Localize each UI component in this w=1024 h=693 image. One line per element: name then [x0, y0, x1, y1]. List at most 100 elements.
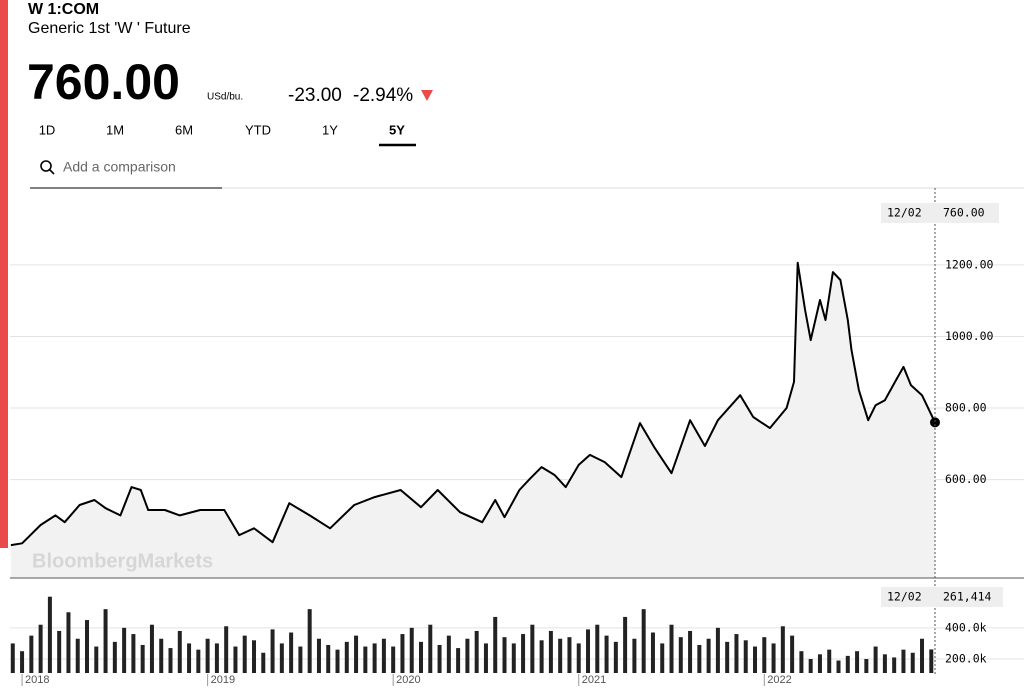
volume-bar [827, 649, 832, 673]
volume-bar [706, 638, 711, 673]
unit: USd/bu. [207, 92, 243, 103]
volume-bar [372, 643, 377, 673]
volume-bar [613, 641, 618, 673]
volume-bar [567, 637, 572, 673]
volume-bar [261, 652, 266, 673]
volume-bar [808, 658, 813, 673]
volume-bar [910, 652, 915, 673]
volume-bar [734, 634, 739, 673]
y-tick-label: 600.00 [945, 472, 987, 486]
volume-bar [864, 658, 869, 673]
search-icon-handle [49, 169, 55, 175]
volume-bar [771, 643, 776, 673]
instrument-name: Generic 1st 'W ' Future [28, 20, 191, 37]
volume-bar [279, 643, 284, 673]
volume-bar [381, 638, 386, 673]
volume-bar [289, 632, 294, 673]
y-tick-label: 200.0k [945, 651, 987, 665]
area [10, 262, 935, 578]
volume-bar [521, 634, 526, 673]
x-tick-label: 2018 [25, 674, 49, 686]
tab[interactable]: 6M [175, 122, 193, 137]
volume-bar [799, 651, 804, 673]
volume-bar [456, 648, 461, 673]
volume-bar [344, 641, 349, 673]
volume-bar [558, 638, 563, 673]
volume-bar [632, 638, 637, 673]
search[interactable]: Add a comparison [30, 159, 222, 189]
volume-bar [474, 630, 479, 673]
volume-bar [790, 635, 795, 673]
volume-bar [233, 646, 238, 673]
tab[interactable]: 1Y [322, 122, 338, 137]
volume-bar [780, 626, 785, 673]
crosshair-date: 12/02 [887, 206, 922, 220]
volume-bar [196, 649, 201, 673]
x-tick-label: 2020 [396, 674, 420, 686]
down-arrow [421, 90, 433, 101]
volume-bar [177, 630, 182, 673]
volume-bar [855, 651, 860, 673]
volume-bar [103, 609, 108, 673]
volume-bar [762, 637, 767, 673]
tab[interactable]: 1M [106, 122, 124, 137]
volume-bar [845, 655, 850, 673]
search-icon [40, 160, 52, 172]
volume-bar [122, 627, 127, 673]
volume-bar [140, 644, 145, 673]
volume-bar [641, 609, 646, 673]
volume-bar [10, 643, 15, 673]
volume-bar [94, 646, 99, 673]
x-tick-label: 2019 [211, 674, 235, 686]
crosshair-date: 12/02 [887, 590, 922, 604]
volume-bar [205, 638, 210, 673]
volume-bar [539, 640, 544, 673]
volume-bar [595, 624, 600, 673]
volume-bar [47, 596, 52, 673]
volume-bar [446, 635, 451, 673]
volume-bar [85, 620, 90, 673]
ticker: W 1:COM [28, 1, 99, 18]
volume-bar [920, 638, 925, 673]
volume-bar [112, 641, 117, 673]
volume-bar [298, 646, 303, 673]
volume-bar [159, 638, 164, 673]
x-tick-label: 2022 [767, 674, 791, 686]
volume-bar [20, 651, 25, 673]
volume-bar [187, 643, 192, 673]
volume-bar [836, 660, 841, 673]
y-tick-label: 800.00 [945, 401, 987, 415]
tabs: 1D 1M 6M YTD 1Y 5Y [39, 122, 406, 137]
volume-bar [548, 630, 553, 673]
y-tick-label: 1000.00 [945, 329, 994, 343]
volume-bar [400, 634, 405, 673]
accent-bar [0, 0, 8, 548]
volume-bar [214, 643, 219, 673]
volume-bar [743, 640, 748, 673]
volume-bar [409, 627, 414, 673]
crosshair-label-bg [881, 587, 1003, 607]
volume-bar [252, 640, 257, 673]
tab[interactable]: 1D [39, 122, 56, 137]
watermark: BloombergMarkets [32, 550, 213, 572]
volume-bar [307, 609, 312, 673]
price-line [10, 261, 936, 547]
tab[interactable]: 5Y [389, 122, 405, 137]
volume-bar [753, 646, 758, 673]
last-point [930, 417, 940, 428]
volume-bar [817, 654, 822, 673]
volume-bar [604, 635, 609, 673]
tab[interactable]: YTD [245, 122, 271, 137]
volume-bar [669, 624, 674, 673]
volume-bar [511, 643, 516, 673]
volume-bar [437, 644, 442, 673]
chart: 600.00 800.00 1000.00 1200.00 12/02 760.00 201… [10, 188, 1024, 686]
volume-bar [465, 638, 470, 673]
volume-bar [326, 644, 331, 673]
crosshair-value: 261,414 [943, 590, 992, 604]
volume-bar [363, 646, 368, 673]
volume-bar [335, 649, 340, 673]
volume-bar [623, 616, 628, 673]
